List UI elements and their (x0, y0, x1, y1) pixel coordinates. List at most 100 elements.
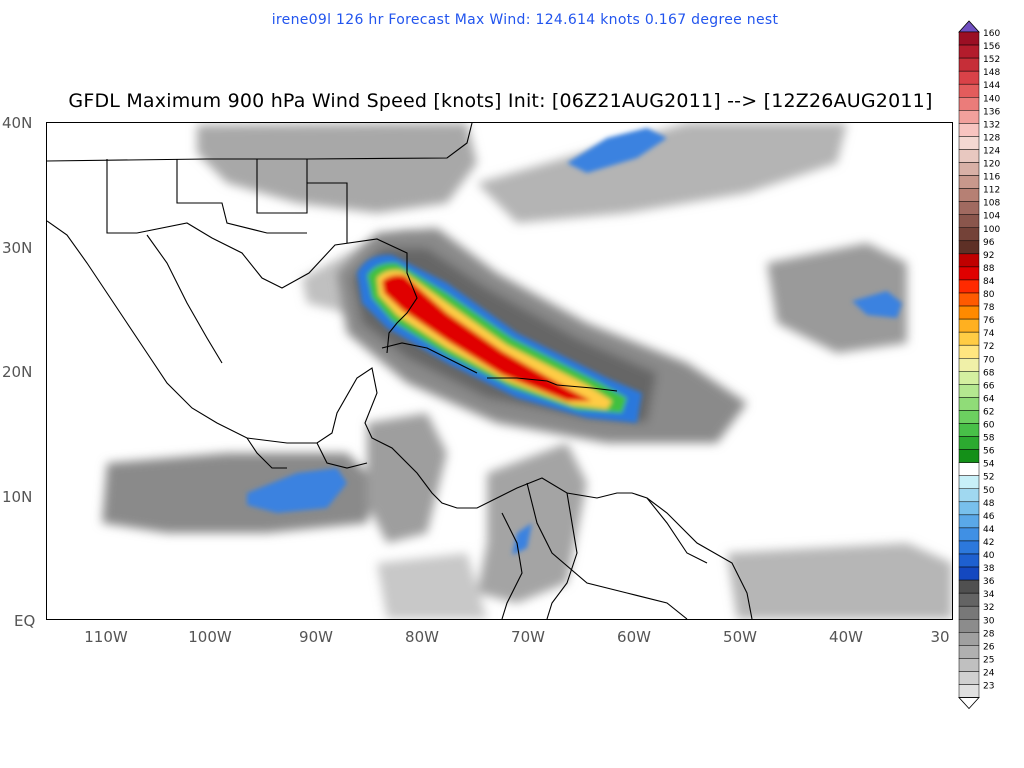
colorbar-swatch (958, 579, 980, 594)
colorbar-swatch (958, 162, 980, 176)
colorbar-level-label: 96 (983, 238, 995, 248)
coastlines (46, 122, 753, 620)
colorbar-level-label: 144 (983, 81, 1000, 91)
colorbar-swatch (958, 97, 980, 111)
colorbar-swatch (958, 540, 980, 555)
colorbar-level-label: 76 (983, 316, 995, 326)
lat-label-10n: 10N (2, 488, 33, 506)
lon-label-90w: 90W (299, 628, 333, 646)
colorbar-level-label: 28 (983, 629, 995, 639)
forecast-subtitle: irene09l 126 hr Forecast Max Wind: 124.6… (271, 12, 779, 28)
colorbar-swatch (958, 658, 980, 672)
colorbar-swatch (958, 449, 980, 463)
colorbar-swatch (958, 684, 980, 698)
colorbar-max-arrow (958, 20, 980, 33)
colorbar-level-label: 24 (983, 668, 995, 678)
colorbar-level-label: 160 (983, 29, 1000, 39)
colorbar-swatch (958, 253, 980, 268)
colorbar-level-label: 74 (983, 329, 995, 339)
colorbar-min-arrow (958, 697, 980, 710)
colorbar-swatch (958, 384, 980, 398)
colorbar-level-label: 50 (983, 486, 995, 496)
colorbar-swatch (958, 410, 980, 424)
colorbar-level-label: 34 (983, 590, 995, 600)
colorbar-level-label: 23 (983, 682, 994, 692)
colorbar-level-label: 136 (983, 107, 1000, 117)
colorbar-level-label: 120 (983, 160, 1000, 170)
colorbar-level-label: 60 (983, 421, 995, 431)
colorbar-swatch (958, 501, 980, 516)
colorbar-swatch (958, 671, 980, 685)
colorbar-level-label: 38 (983, 564, 995, 574)
lat-label-eq: EQ (14, 612, 36, 630)
colorbar-swatch (958, 331, 980, 346)
colorbar-level-label: 80 (983, 290, 995, 300)
colorbar-swatch (958, 397, 980, 411)
colorbar-level-label: 84 (983, 277, 995, 287)
colorbar-level-label: 156 (983, 42, 1000, 52)
colorbar-swatch (958, 436, 980, 450)
colorbar-level-label: 36 (983, 577, 995, 587)
lat-label-40n: 40N (2, 114, 33, 132)
colorbar-level-label: 124 (983, 146, 1000, 156)
colorbar-level-label: 100 (983, 225, 1000, 235)
lon-label-40w: 40W (829, 628, 863, 646)
colorbar-level-label: 32 (983, 603, 994, 613)
colorbar-level-label: 42 (983, 538, 994, 548)
colorbar-level-label: 66 (983, 381, 995, 391)
colorbar-swatch (958, 83, 980, 98)
colorbar-swatch (958, 31, 980, 46)
colorbar-level-label: 54 (983, 460, 995, 470)
colorbar-level-label: 116 (983, 173, 1000, 183)
colorbar-level-label: 112 (983, 186, 1000, 196)
colorbar-level-label: 25 (983, 655, 994, 665)
low-wind-field (102, 123, 952, 619)
colorbar-swatch (958, 605, 980, 620)
colorbar-swatch (958, 632, 980, 646)
lat-label-30n: 30N (2, 239, 33, 257)
colorbar-level-label: 58 (983, 434, 995, 444)
colorbar-swatch (958, 344, 980, 359)
colorbar-level-label: 52 (983, 473, 994, 483)
colorbar-swatch (958, 566, 980, 581)
lon-label-30w: 30 (930, 628, 950, 646)
colorbar-swatch (958, 318, 980, 333)
colorbar-level-label: 140 (983, 94, 1000, 104)
colorbar-level-label: 40 (983, 551, 995, 561)
colorbar-level-label: 148 (983, 68, 1000, 78)
colorbar-swatch (958, 292, 980, 307)
lon-label-60w: 60W (617, 628, 651, 646)
hurricane-core (357, 254, 642, 423)
colorbar-swatch (958, 240, 980, 255)
colorbar-level-label: 64 (983, 394, 995, 404)
colorbar-swatch (958, 592, 980, 607)
colorbar-level-label: 104 (983, 212, 1000, 222)
colorbar-swatch (958, 645, 980, 659)
colorbar-level-label: 132 (983, 120, 1000, 130)
colorbar-swatch (958, 527, 980, 542)
colorbar-swatch (958, 514, 980, 529)
colorbar-swatch (958, 488, 980, 503)
colorbar-level-label: 108 (983, 199, 1000, 209)
colorbar-level-label: 48 (983, 499, 995, 509)
colorbar-swatch (958, 553, 980, 568)
map-title: GFDL Maximum 900 hPa Wind Speed [knots] … (68, 90, 933, 112)
lon-label-110w: 110W (84, 628, 128, 646)
colorbar-swatch (958, 619, 980, 633)
colorbar-swatch (958, 57, 980, 72)
colorbar-level-label: 46 (983, 512, 995, 522)
colorbar-level-label: 152 (983, 55, 1000, 65)
colorbar-swatch (958, 462, 980, 476)
colorbar-level-label: 70 (983, 355, 995, 365)
colorbar-level-label: 78 (983, 303, 995, 313)
colorbar-swatch (958, 136, 980, 150)
map-frame (46, 122, 953, 620)
colorbar-swatch (958, 175, 980, 189)
lon-label-100w: 100W (188, 628, 232, 646)
color-scale-legend: 160 156 152 148 144 140 136 132 128 124 120 116 112 1… (958, 20, 1000, 710)
colorbar-swatch (958, 358, 980, 372)
colorbar-swatch (958, 305, 980, 320)
lon-label-50w: 50W (723, 628, 757, 646)
colorbar-swatch (958, 214, 980, 228)
colorbar-swatch (958, 371, 980, 385)
